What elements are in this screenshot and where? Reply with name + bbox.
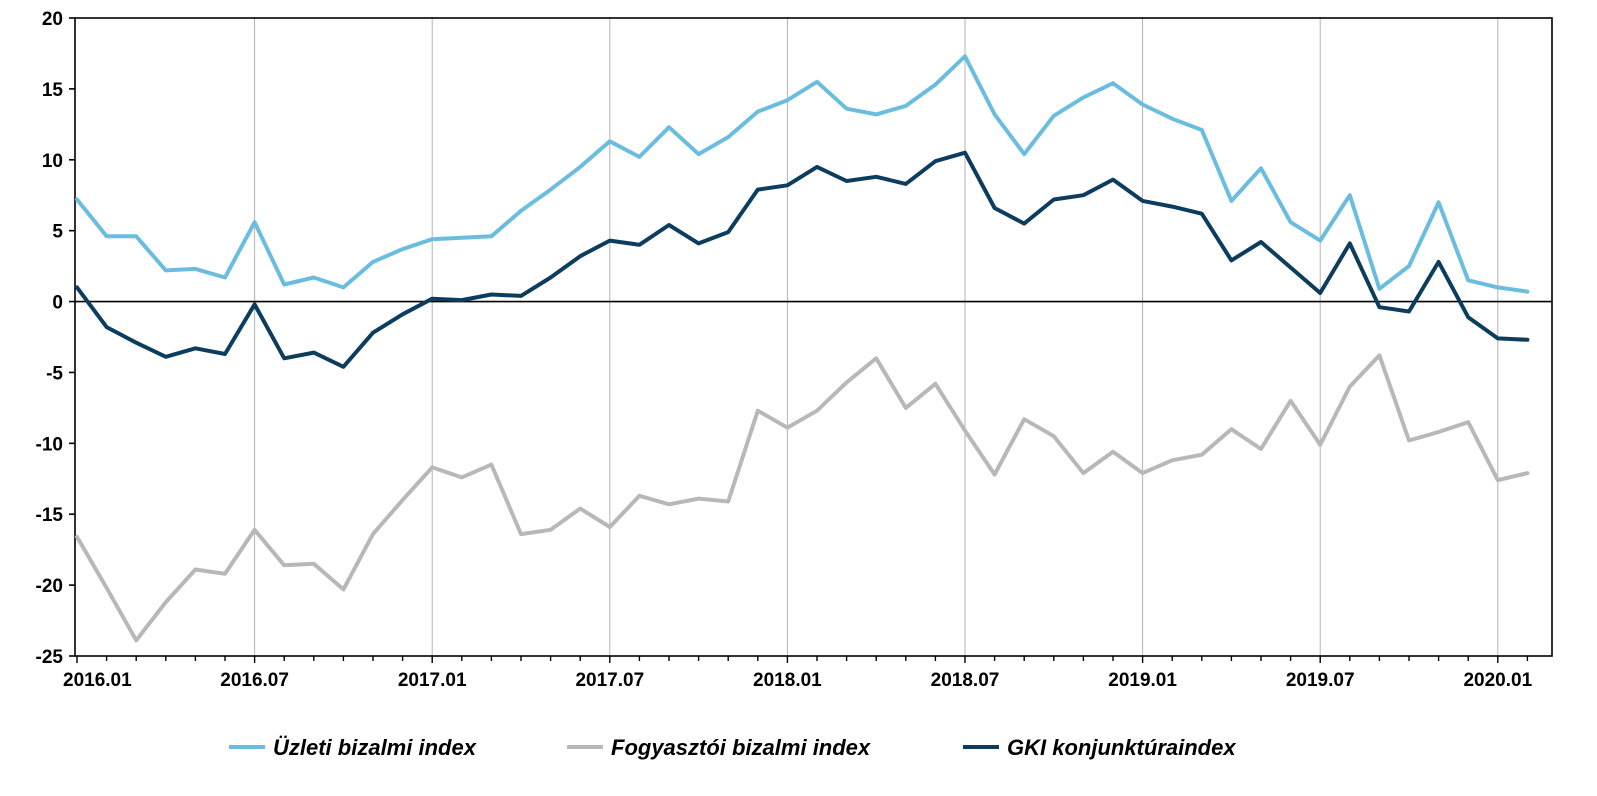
vertical-gridlines: [254, 18, 1499, 656]
y-tick-label: 5: [52, 222, 63, 243]
plot-border: [74, 17, 1553, 657]
y-tick-label: -10: [36, 434, 63, 455]
y-tick-label: -15: [36, 505, 64, 526]
y-tick-label: -5: [46, 363, 63, 384]
legend-label: GKI konjunktúraindex: [1007, 735, 1236, 760]
legend-label: Fogyasztói bizalmi index: [611, 735, 871, 760]
x-tick-label: 2018.01: [753, 670, 822, 691]
legend: Üzleti bizalmi index Fogyasztói bizalmi i…: [229, 735, 1236, 760]
x-tick-label: 2016.07: [220, 670, 289, 691]
y-tick-label: -25: [36, 647, 64, 668]
y-tick-label: 20: [42, 9, 63, 30]
y-tick-label: 0: [52, 293, 63, 314]
series-line-2: [75, 353, 1530, 643]
y-tick-label: 10: [42, 151, 63, 172]
x-tick-label: 2019.07: [1286, 670, 1355, 691]
x-tick-label: 2019.01: [1108, 670, 1177, 691]
y-tick-label: -20: [36, 576, 63, 597]
series-lines: [75, 54, 1530, 643]
x-tick-label: 2020.01: [1463, 670, 1532, 691]
y-tick-label: 15: [42, 80, 64, 101]
x-axis-ticks: 2016.01 2016.07 2017.01 2017.07 2018.01 2018.…: [63, 656, 1533, 691]
legend-label: Üzleti bizalmi index: [273, 735, 477, 760]
y-axis-ticks: 20 15 10 5 0 -5 -10 -15 -20 -25: [36, 9, 75, 668]
series-line-1: [75, 54, 1530, 294]
plot-frame: [74, 17, 1553, 657]
x-tick-label: 2017.01: [398, 670, 467, 691]
series-line-3: [75, 150, 1530, 369]
x-tick-label: 2017.07: [575, 670, 644, 691]
x-tick-label: 2016.01: [63, 670, 132, 691]
x-tick-label: 2018.07: [931, 670, 1000, 691]
